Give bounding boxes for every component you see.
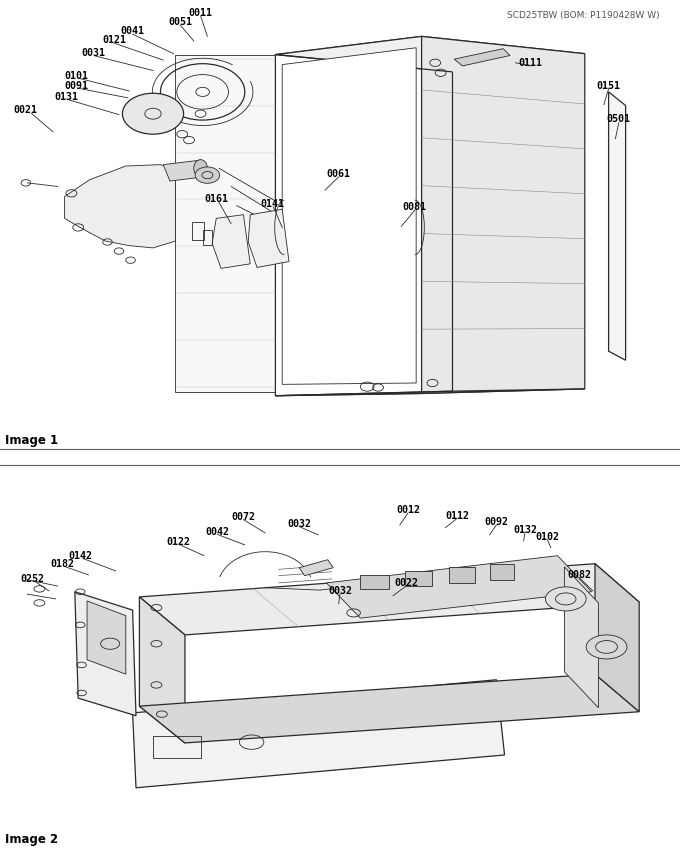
Polygon shape (175, 55, 275, 392)
Text: 0092: 0092 (484, 517, 509, 527)
Text: 0131: 0131 (54, 91, 79, 102)
Text: 0122: 0122 (166, 537, 190, 547)
Text: 0141: 0141 (260, 198, 284, 209)
Text: Image 2: Image 2 (5, 833, 58, 846)
Text: 0121: 0121 (102, 35, 126, 45)
Text: 0012: 0012 (396, 505, 420, 515)
Text: 0021: 0021 (14, 105, 38, 115)
Text: 0132: 0132 (513, 525, 537, 535)
Text: 0042: 0042 (205, 527, 230, 537)
Polygon shape (299, 560, 333, 575)
Text: 0061: 0061 (326, 168, 351, 179)
Polygon shape (609, 91, 626, 360)
Bar (203, 230, 212, 245)
Text: 0101: 0101 (64, 70, 88, 80)
Text: 0142: 0142 (68, 551, 92, 561)
Circle shape (122, 93, 184, 134)
Text: SCD25TBW (BOM: P1190428W W): SCD25TBW (BOM: P1190428W W) (507, 10, 660, 20)
Circle shape (586, 635, 627, 659)
Text: 0182: 0182 (50, 558, 75, 569)
Text: 0032: 0032 (287, 519, 311, 528)
Bar (490, 564, 514, 580)
Ellipse shape (194, 160, 207, 177)
Text: Image 1: Image 1 (5, 433, 58, 446)
Bar (449, 567, 475, 583)
Circle shape (545, 587, 586, 611)
Text: 0082: 0082 (567, 570, 592, 580)
Text: 0022: 0022 (394, 578, 419, 588)
Polygon shape (139, 597, 185, 743)
Bar (192, 222, 204, 240)
Text: 0112: 0112 (445, 510, 469, 521)
Polygon shape (75, 592, 136, 716)
Polygon shape (275, 37, 585, 72)
Bar (153, 736, 201, 758)
Text: 0041: 0041 (120, 26, 145, 36)
Text: 0051: 0051 (168, 17, 192, 27)
Text: 0102: 0102 (535, 532, 560, 542)
Text: 0072: 0072 (231, 512, 256, 522)
Polygon shape (454, 49, 510, 66)
Text: 0501: 0501 (607, 115, 631, 124)
Text: 0091: 0091 (64, 80, 88, 91)
Polygon shape (248, 209, 289, 268)
Text: 0031: 0031 (82, 48, 106, 58)
Polygon shape (139, 674, 639, 743)
Text: 0161: 0161 (204, 194, 228, 204)
Polygon shape (275, 37, 422, 396)
Polygon shape (65, 165, 175, 248)
Text: 0252: 0252 (20, 574, 45, 584)
Text: 0081: 0081 (403, 202, 427, 212)
Bar (405, 571, 432, 587)
Polygon shape (275, 389, 585, 396)
Polygon shape (163, 160, 207, 181)
Polygon shape (87, 601, 126, 674)
Polygon shape (133, 680, 505, 787)
Polygon shape (139, 563, 639, 635)
Text: 0011: 0011 (188, 8, 213, 18)
Circle shape (195, 167, 220, 183)
Polygon shape (326, 556, 592, 618)
Text: 0151: 0151 (596, 80, 621, 91)
Text: 0032: 0032 (328, 586, 352, 596)
Polygon shape (282, 48, 416, 385)
Bar (360, 575, 389, 589)
Polygon shape (595, 563, 639, 711)
Polygon shape (422, 37, 585, 393)
Polygon shape (564, 567, 598, 708)
Text: 0111: 0111 (518, 58, 543, 68)
Polygon shape (212, 215, 250, 268)
